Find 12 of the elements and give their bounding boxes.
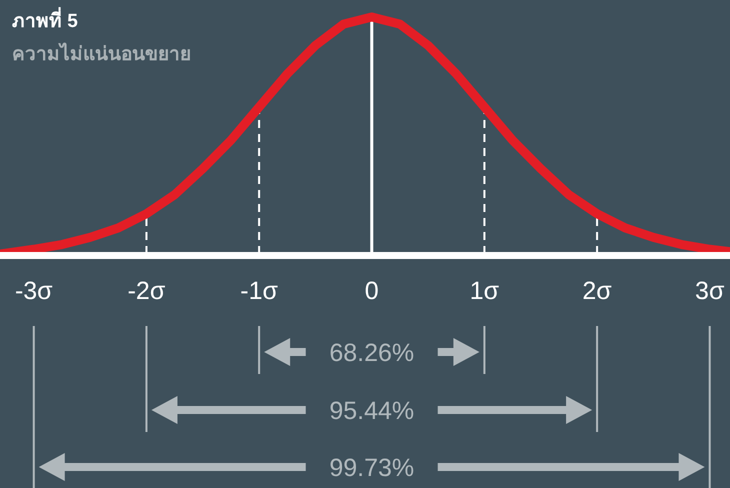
x-tick-label: 3σ	[695, 277, 725, 305]
text: 95.44%	[329, 397, 414, 425]
x-tick-label: 0	[364, 277, 379, 305]
x-tick-label: -1σ	[240, 277, 278, 305]
text: 68.26%	[329, 339, 414, 367]
x-tick-label: 1σ	[470, 277, 500, 305]
chart-title: ภาพที่ 5	[12, 7, 78, 32]
x-tick-label: -2σ	[128, 277, 166, 305]
text: 99.73%	[329, 454, 414, 482]
text: ความไม่แน่นอนขยาย	[12, 42, 191, 65]
x-tick-label: 2σ	[582, 277, 612, 305]
x-tick-label: -3σ	[14, 277, 54, 305]
